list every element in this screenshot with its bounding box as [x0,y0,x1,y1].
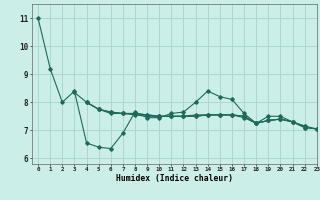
X-axis label: Humidex (Indice chaleur): Humidex (Indice chaleur) [116,174,233,183]
